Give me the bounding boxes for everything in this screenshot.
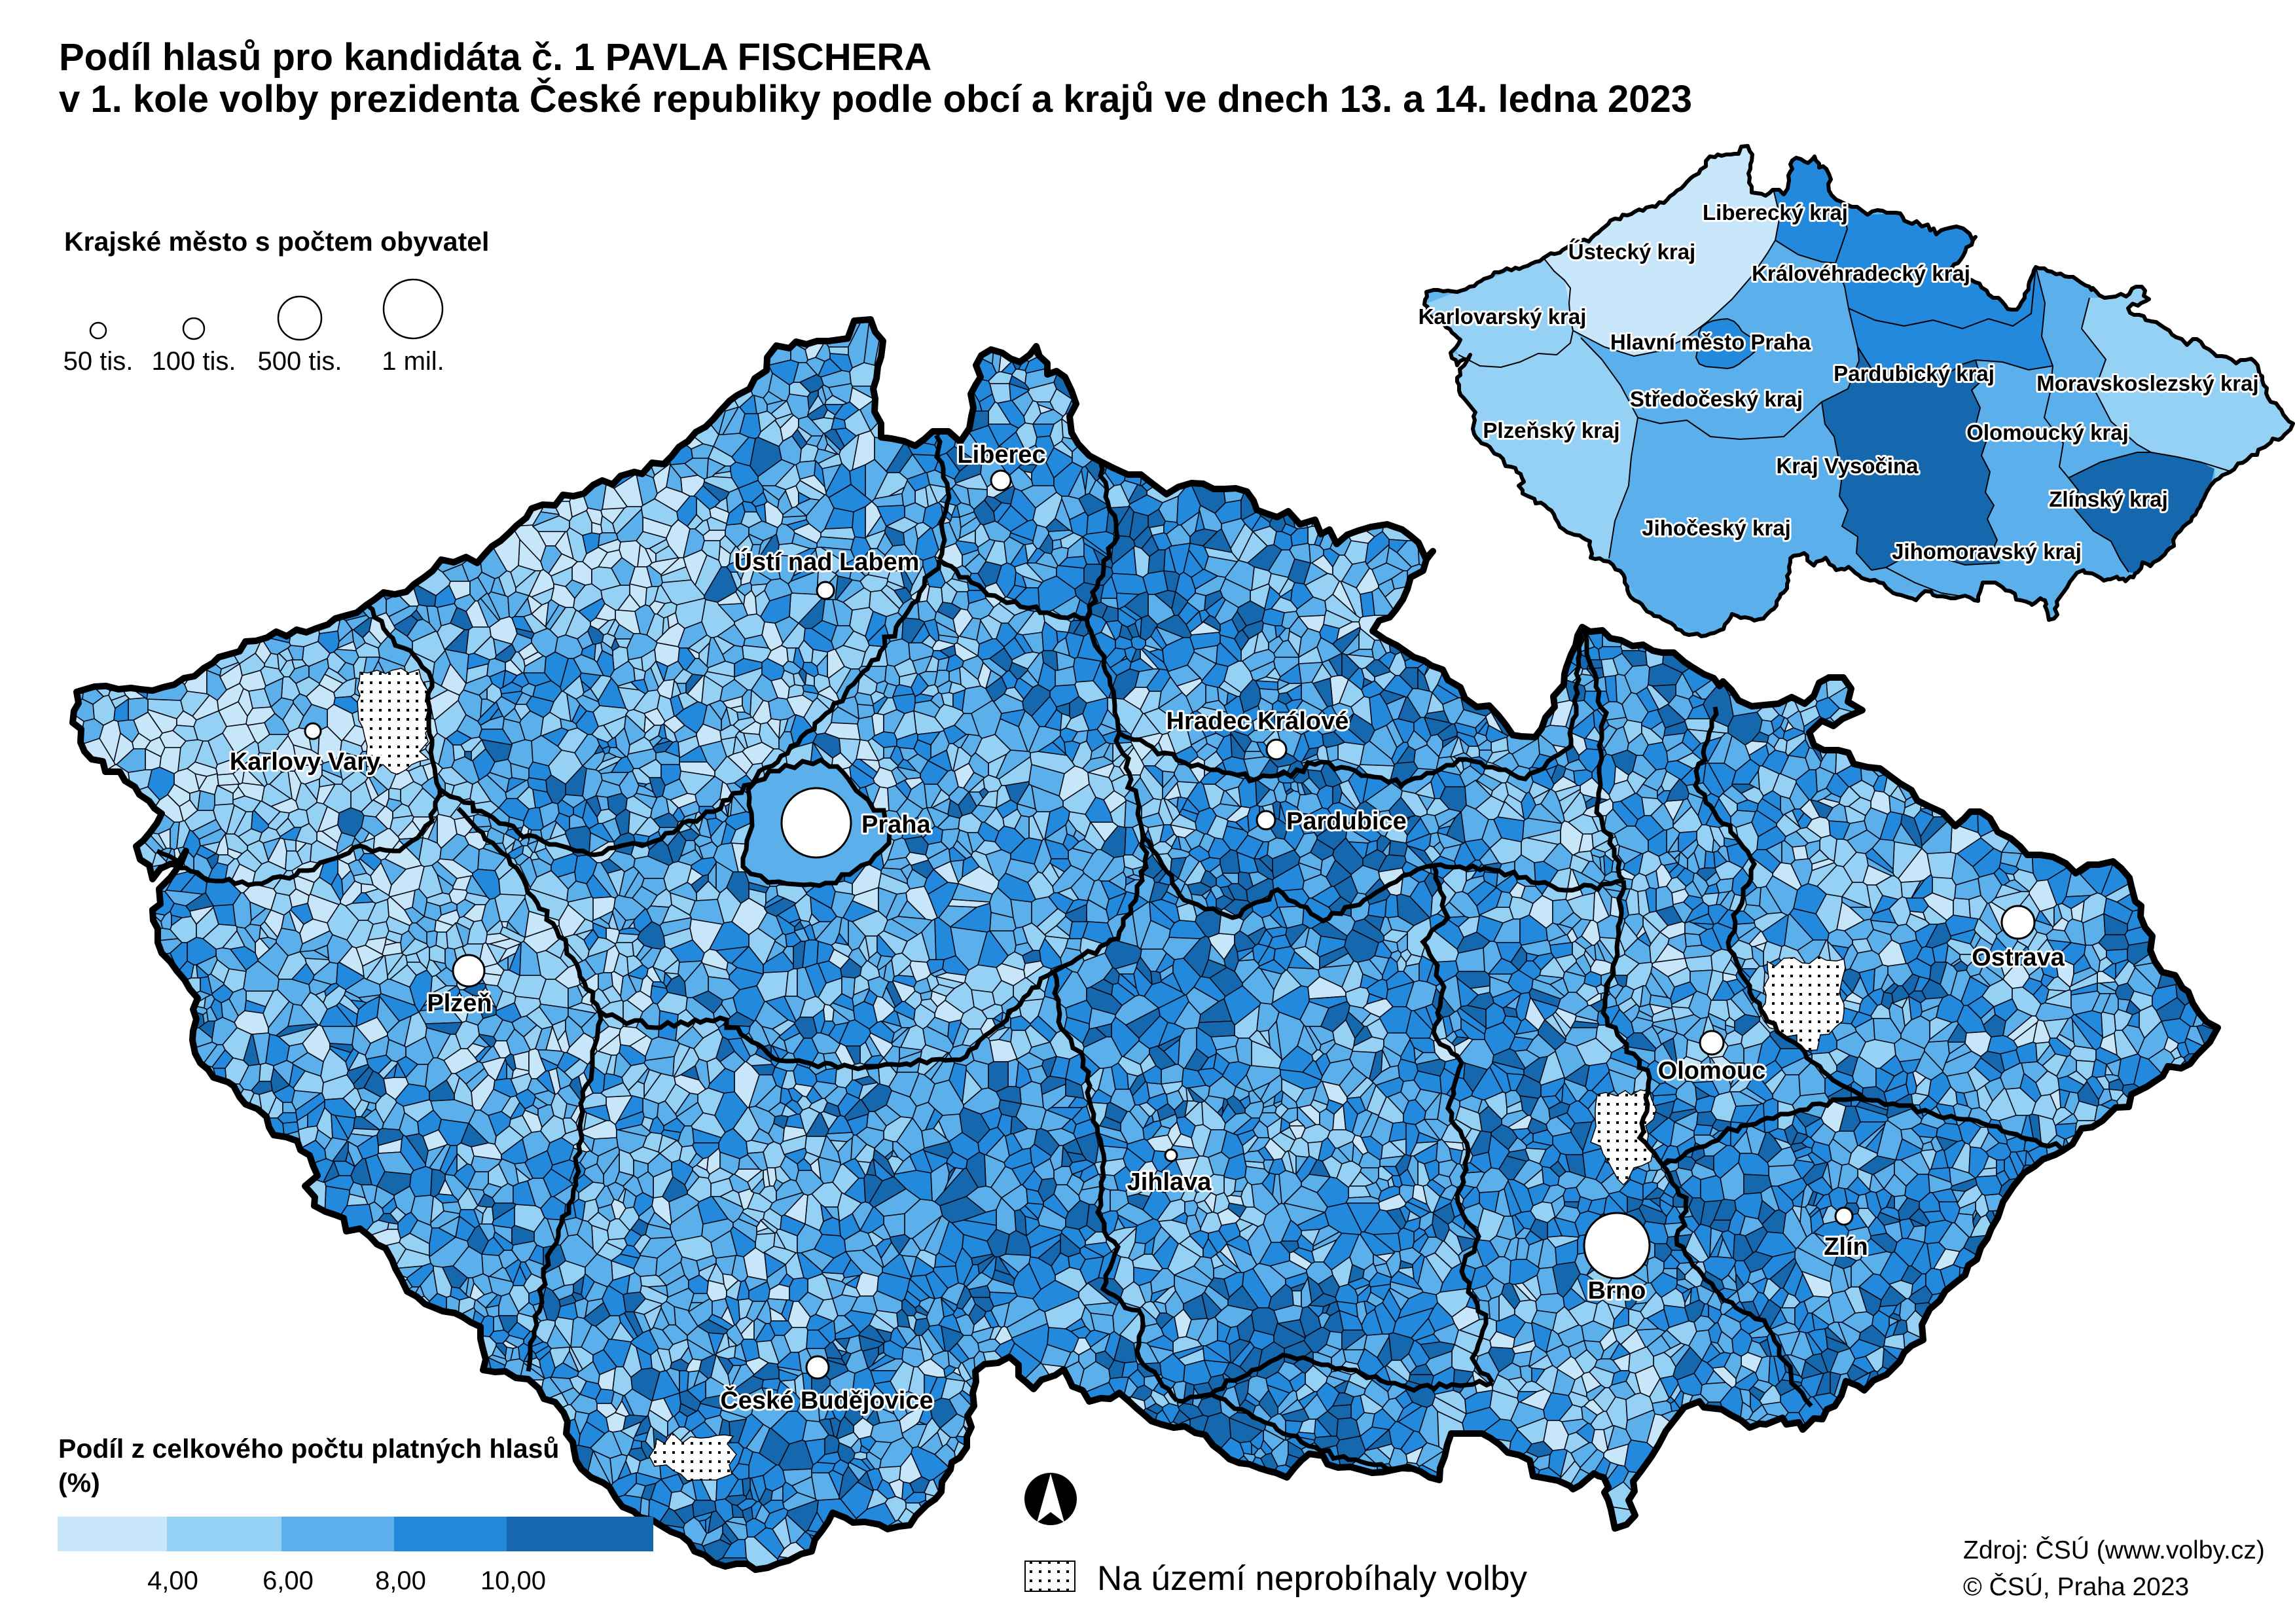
svg-text:Moravskoslezský kraj: Moravskoslezský kraj: [2036, 371, 2258, 395]
svg-text:Plzeňský kraj: Plzeňský kraj: [1483, 418, 1619, 442]
svg-text:Ostrava: Ostrava: [1972, 944, 2065, 971]
svg-text:100 tis.: 100 tis.: [152, 347, 236, 376]
svg-text:Podíl z celkového počtu platný: Podíl z celkového počtu platných hlasů: [58, 1434, 559, 1464]
svg-text:Kraj Vysočina: Kraj Vysočina: [1776, 454, 1919, 478]
svg-text:Jihočeský kraj: Jihočeský kraj: [1642, 516, 1791, 540]
svg-text:Středočeský kraj: Středočeský kraj: [1630, 387, 1803, 411]
svg-text:Karlovarský kraj: Karlovarský kraj: [1419, 304, 1587, 329]
svg-text:Hradec Králové: Hradec Králové: [1166, 708, 1349, 735]
svg-text:v 1. kole volby prezidenta Čes: v 1. kole volby prezidenta České republi…: [59, 78, 1692, 120]
svg-text:Jihlava: Jihlava: [1127, 1168, 1212, 1196]
svg-text:Karlovy Vary: Karlovy Vary: [230, 748, 380, 776]
svg-text:Zdroj: ČSÚ (www.volby.cz): Zdroj: ČSÚ (www.volby.cz): [1963, 1536, 2265, 1564]
svg-text:500 tis.: 500 tis.: [258, 347, 342, 376]
svg-text:Plzeň: Plzeň: [427, 990, 492, 1017]
svg-text:6,00: 6,00: [262, 1566, 314, 1595]
svg-text:1 mil.: 1 mil.: [382, 347, 444, 376]
svg-text:(%): (%): [58, 1468, 100, 1498]
svg-text:Pardubický kraj: Pardubický kraj: [1834, 361, 1995, 386]
svg-text:© ČSÚ, Praha 2023: © ČSÚ, Praha 2023: [1963, 1572, 2189, 1601]
svg-text:4,00: 4,00: [147, 1566, 198, 1595]
svg-text:Krajské město s počtem obyvate: Krajské město s počtem obyvatel: [64, 226, 489, 257]
svg-text:8,00: 8,00: [375, 1566, 426, 1595]
svg-text:Liberecký kraj: Liberecký kraj: [1703, 200, 1848, 225]
svg-text:Zlínský kraj: Zlínský kraj: [2049, 487, 2168, 511]
svg-text:Ústecký kraj: Ústecký kraj: [1568, 240, 1695, 264]
svg-text:50 tis.: 50 tis.: [63, 347, 134, 376]
svg-text:Královéhradecký kraj: Královéhradecký kraj: [1752, 261, 1970, 285]
svg-text:Olomouc: Olomouc: [1658, 1057, 1766, 1085]
svg-text:České Budějovice: České Budějovice: [720, 1385, 933, 1415]
svg-text:10,00: 10,00: [480, 1566, 546, 1595]
svg-text:Zlín: Zlín: [1824, 1233, 1868, 1261]
svg-text:Olomoucký kraj: Olomoucký kraj: [1966, 420, 2129, 444]
svg-text:Hlavní město Praha: Hlavní město Praha: [1610, 330, 1811, 354]
svg-text:Praha: Praha: [861, 811, 931, 839]
svg-text:Liberec: Liberec: [957, 441, 1045, 469]
svg-text:Podíl hlasů pro kandidáta č. 1: Podíl hlasů pro kandidáta č. 1 PAVLA FIS…: [59, 36, 931, 79]
svg-text:Pardubice: Pardubice: [1286, 808, 1407, 835]
svg-text:Ústí nad Labem: Ústí nad Labem: [734, 547, 920, 576]
svg-text:Na území neprobíhaly volby: Na území neprobíhaly volby: [1097, 1559, 1527, 1598]
svg-text:Brno: Brno: [1588, 1277, 1646, 1305]
svg-text:Jihomoravský kraj: Jihomoravský kraj: [1892, 539, 2082, 564]
